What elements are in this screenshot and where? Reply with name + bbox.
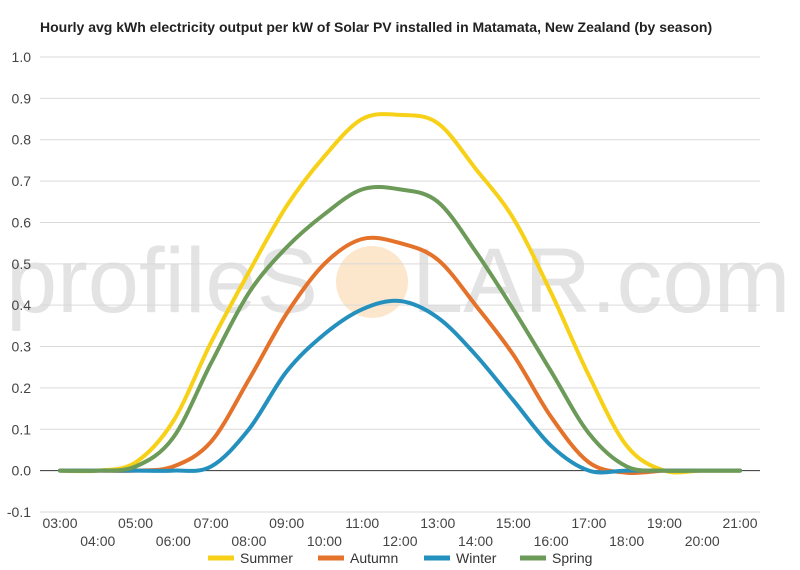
series-lines [58,112,742,476]
legend-label-summer: Summer [240,550,293,566]
y-tick-label: -0.1 [7,504,31,520]
legend: Summer Autumn Winter Spring [208,550,592,566]
x-tick-label: 09:00 [269,515,304,531]
legend-label-winter: Winter [456,550,497,566]
series-line-winter [58,298,742,475]
y-tick-label: 0.9 [12,90,32,106]
x-tick-label: 07:00 [194,515,229,531]
x-tick-label: 08:00 [231,533,266,549]
y-tick-label: 1.0 [12,49,32,65]
x-axis-ticks: 03:0004:0005:0006:0007:0008:0009:0010:00… [42,515,757,549]
x-tick-label: 20:00 [685,533,720,549]
y-tick-label: 0.8 [12,132,32,148]
y-tick-label: 0.6 [12,214,32,230]
x-tick-label: 05:00 [118,515,153,531]
watermark: profileS LAR.com [6,230,790,332]
x-tick-label: 16:00 [534,533,569,549]
y-tick-label: 0.7 [12,173,32,189]
series-line-autumn [58,235,742,476]
series-line-summer [58,112,742,475]
y-axis-ticks: 1.0 0.9 0.8 0.7 0.6 0.5 0.4 0.3 0.2 0.1 0.0 -0.1 [7,49,31,520]
x-tick-label: 13:00 [420,515,455,531]
x-tick-label: 18:00 [609,533,644,549]
y-tick-label: 0.3 [12,339,32,355]
x-tick-label: 03:00 [42,515,77,531]
watermark-text: profileS [6,230,318,332]
watermark-text: LAR.com [412,230,790,332]
x-tick-label: 12:00 [382,533,417,549]
x-tick-label: 21:00 [722,515,757,531]
x-tick-label: 11:00 [345,515,379,531]
x-tick-label: 10:00 [307,533,342,549]
x-tick-label: 14:00 [458,533,493,549]
y-tick-label: 0.4 [12,297,32,313]
legend-label-spring: Spring [552,550,592,566]
x-tick-label: 17:00 [571,515,606,531]
y-tick-label: 0.2 [12,380,32,396]
x-tick-label: 19:00 [647,515,682,531]
chart-title: Hourly avg kWh electricity output per kW… [40,19,713,35]
y-tick-label: 0.0 [12,463,32,479]
x-tick-label: 04:00 [80,533,115,549]
series-line-spring [58,185,742,473]
y-tick-label: 0.5 [12,256,32,272]
x-tick-label: 06:00 [156,533,191,549]
y-tick-label: 0.1 [12,421,32,437]
x-tick-label: 15:00 [496,515,531,531]
legend-label-autumn: Autumn [350,550,398,566]
